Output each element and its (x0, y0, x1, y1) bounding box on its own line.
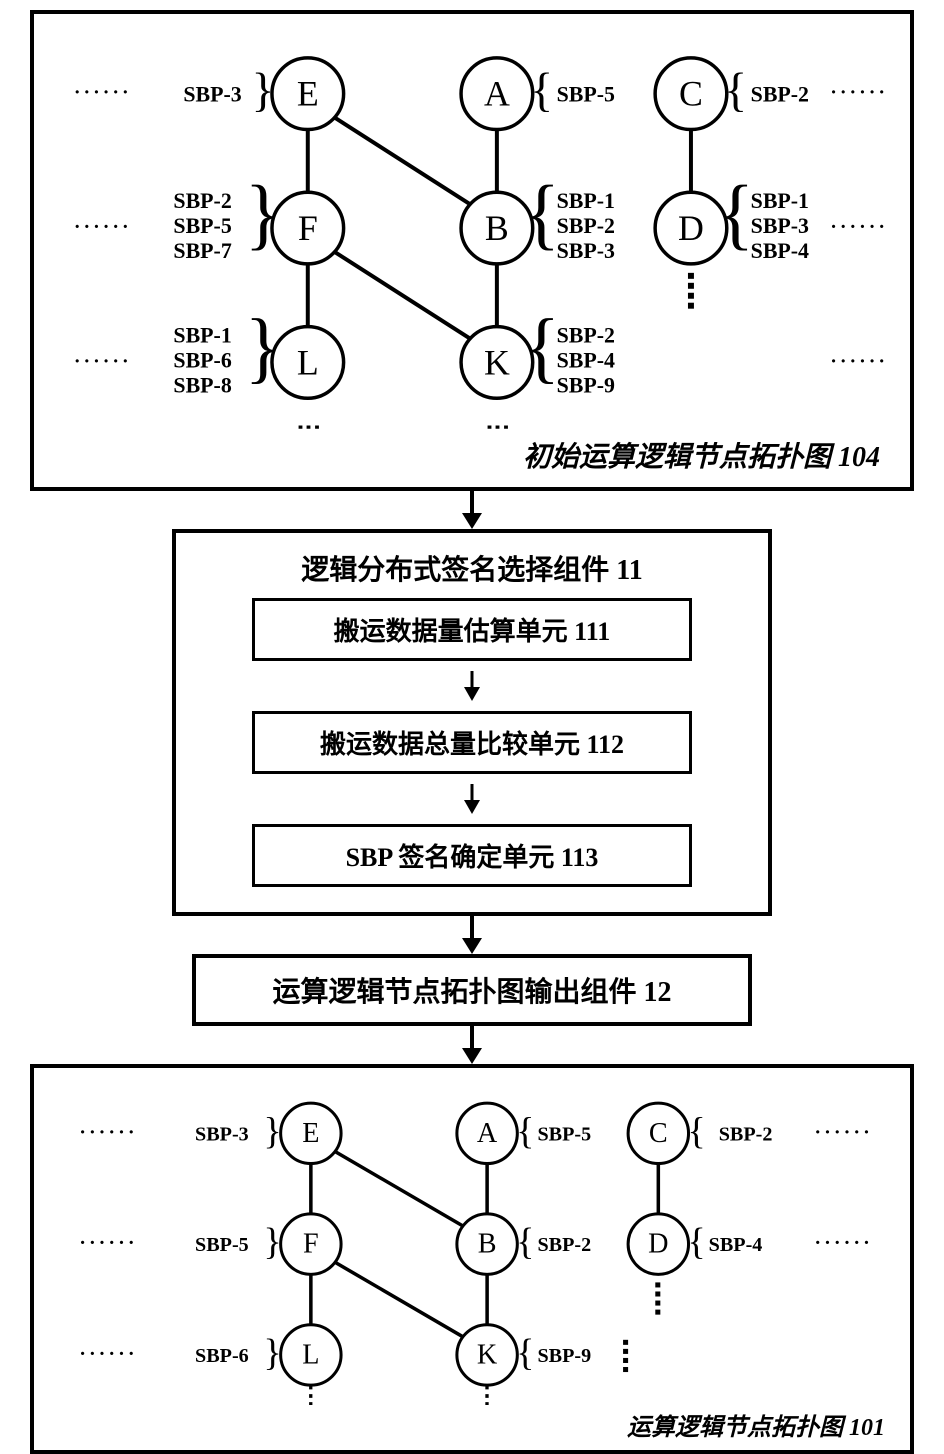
hdots: ······ (814, 1121, 872, 1143)
edge-F-K-2 (335, 1262, 463, 1337)
node-B-2-label: B (478, 1229, 497, 1260)
node-A-2-label: A (477, 1118, 498, 1149)
node-B-label: B (485, 208, 509, 248)
hdots: ······ (830, 82, 888, 104)
brace-D-2: { (687, 1221, 705, 1263)
unit-112: 搬运数据总量比较单元 112 (252, 711, 692, 774)
edge-E-B-2 (335, 1152, 463, 1227)
topology-101-title: 运算逻辑节点拓扑图 101 (627, 1407, 885, 1442)
sbp-E-2: SBP-3 (195, 1124, 249, 1146)
node-C-label: C (679, 74, 703, 114)
hdots: ······ (74, 350, 132, 372)
sbp-L-1: SBP-6 (173, 347, 231, 372)
output-topology-box: E A C F B D L K } { { } { { } { SBP-3 (30, 1064, 914, 1454)
topology-graph-104: E A C F B D L K } { { } { { } (54, 34, 890, 432)
brace-B: { (524, 169, 560, 257)
vdots-D-2 (655, 1283, 660, 1315)
arrow-111-112 (196, 671, 748, 701)
brace-D: { (718, 169, 754, 257)
brace-C: { (724, 64, 747, 117)
vdots-L-2: ⋮ (299, 1382, 323, 1405)
sbp-K-0: SBP-2 (557, 323, 615, 348)
node-F-2-label: F (303, 1229, 319, 1260)
vdots-Kside-2 (623, 1340, 628, 1372)
sbp-D-2: SBP-4 (751, 238, 809, 263)
node-K-2-label: K (477, 1340, 498, 1371)
component-11-title: 逻辑分布式签名选择组件 11 (196, 548, 748, 588)
sbp-F-2: SBP-5 (195, 1234, 249, 1256)
component-11: 逻辑分布式签名选择组件 11 搬运数据量估算单元 111 搬运数据总量比较单元 … (172, 529, 772, 916)
node-C-2-label: C (649, 1118, 668, 1149)
hdots: ······ (79, 1343, 137, 1365)
sbp-E: SBP-3 (183, 82, 241, 107)
hdots: ······ (74, 82, 132, 104)
sbp-F-2: SBP-7 (173, 238, 231, 263)
node-F-label: F (298, 208, 318, 248)
vdots-K-2: ⋮ (475, 1382, 499, 1405)
vdots-D (688, 273, 694, 309)
sbp-B-2: SBP-2 (537, 1234, 591, 1256)
sbp-B-2: SBP-3 (557, 238, 615, 263)
brace-E-2: } (263, 1111, 281, 1153)
brace-B-2: { (516, 1221, 534, 1263)
node-D-2-label: D (648, 1229, 668, 1260)
hdots: ······ (814, 1232, 872, 1254)
sbp-C-2: SBP-2 (719, 1124, 773, 1146)
node-L-label: L (297, 342, 319, 382)
vdots-K: ⋮ (484, 415, 510, 432)
sbp-B-0: SBP-1 (557, 188, 615, 213)
brace-E: } (252, 64, 275, 117)
vdots-L: ⋮ (295, 415, 321, 432)
topology-104-title: 初始运算逻辑节点拓扑图 104 (523, 435, 880, 475)
brace-C-2: { (687, 1111, 705, 1153)
edge-F-K (335, 252, 470, 339)
node-K-label: K (484, 342, 510, 382)
sbp-K-1: SBP-4 (557, 347, 615, 372)
sbp-L-2: SBP-8 (173, 372, 231, 397)
sbp-L-2: SBP-6 (195, 1345, 249, 1367)
hdots: ······ (830, 350, 888, 372)
brace-L: } (245, 303, 281, 391)
sbp-D-0: SBP-1 (751, 188, 809, 213)
hdots: ······ (79, 1232, 137, 1254)
unit-113: SBP 签名确定单元 113 (252, 824, 692, 887)
hdots: ······ (74, 216, 132, 238)
brace-L-2: } (263, 1332, 281, 1374)
brace-A-2: { (516, 1111, 534, 1153)
node-E-2-label: E (302, 1118, 319, 1149)
arrow-1 (30, 491, 914, 529)
sbp-F-1: SBP-5 (173, 213, 231, 238)
arrow-112-113 (196, 784, 748, 814)
hdots: ······ (79, 1121, 137, 1143)
node-A-label: A (484, 74, 510, 114)
node-E-label: E (297, 74, 319, 114)
arrow-3 (30, 1026, 914, 1064)
node-D-label: D (678, 208, 704, 248)
brace-A: { (530, 64, 553, 117)
sbp-A-2: SBP-5 (537, 1124, 591, 1146)
hdots: ······ (830, 216, 888, 238)
sbp-D-2: SBP-4 (709, 1234, 763, 1256)
brace-F: } (245, 169, 281, 257)
brace-F-2: } (263, 1221, 281, 1263)
node-L-2-label: L (302, 1340, 319, 1371)
component-12: 运算逻辑节点拓扑图输出组件 12 (192, 954, 752, 1026)
sbp-F-0: SBP-2 (173, 188, 231, 213)
sbp-L-0: SBP-1 (173, 323, 231, 348)
brace-K-2: { (516, 1332, 534, 1374)
brace-K: { (524, 303, 560, 391)
sbp-K-2: SBP-9 (557, 372, 615, 397)
unit-111: 搬运数据量估算单元 111 (252, 598, 692, 661)
sbp-C: SBP-2 (751, 82, 809, 107)
arrow-2 (30, 916, 914, 954)
edge-E-B (335, 118, 470, 205)
topology-graph-101: E A C F B D L K } { { } { { } { SBP-3 (49, 1083, 895, 1405)
initial-topology-box: E A C F B D L K } { { } { { } (30, 10, 914, 491)
component-12-title: 运算逻辑节点拓扑图输出组件 12 (214, 970, 730, 1010)
sbp-B-1: SBP-2 (557, 213, 615, 238)
sbp-K-2: SBP-9 (537, 1345, 591, 1367)
sbp-D-1: SBP-3 (751, 213, 809, 238)
sbp-A: SBP-5 (557, 82, 615, 107)
